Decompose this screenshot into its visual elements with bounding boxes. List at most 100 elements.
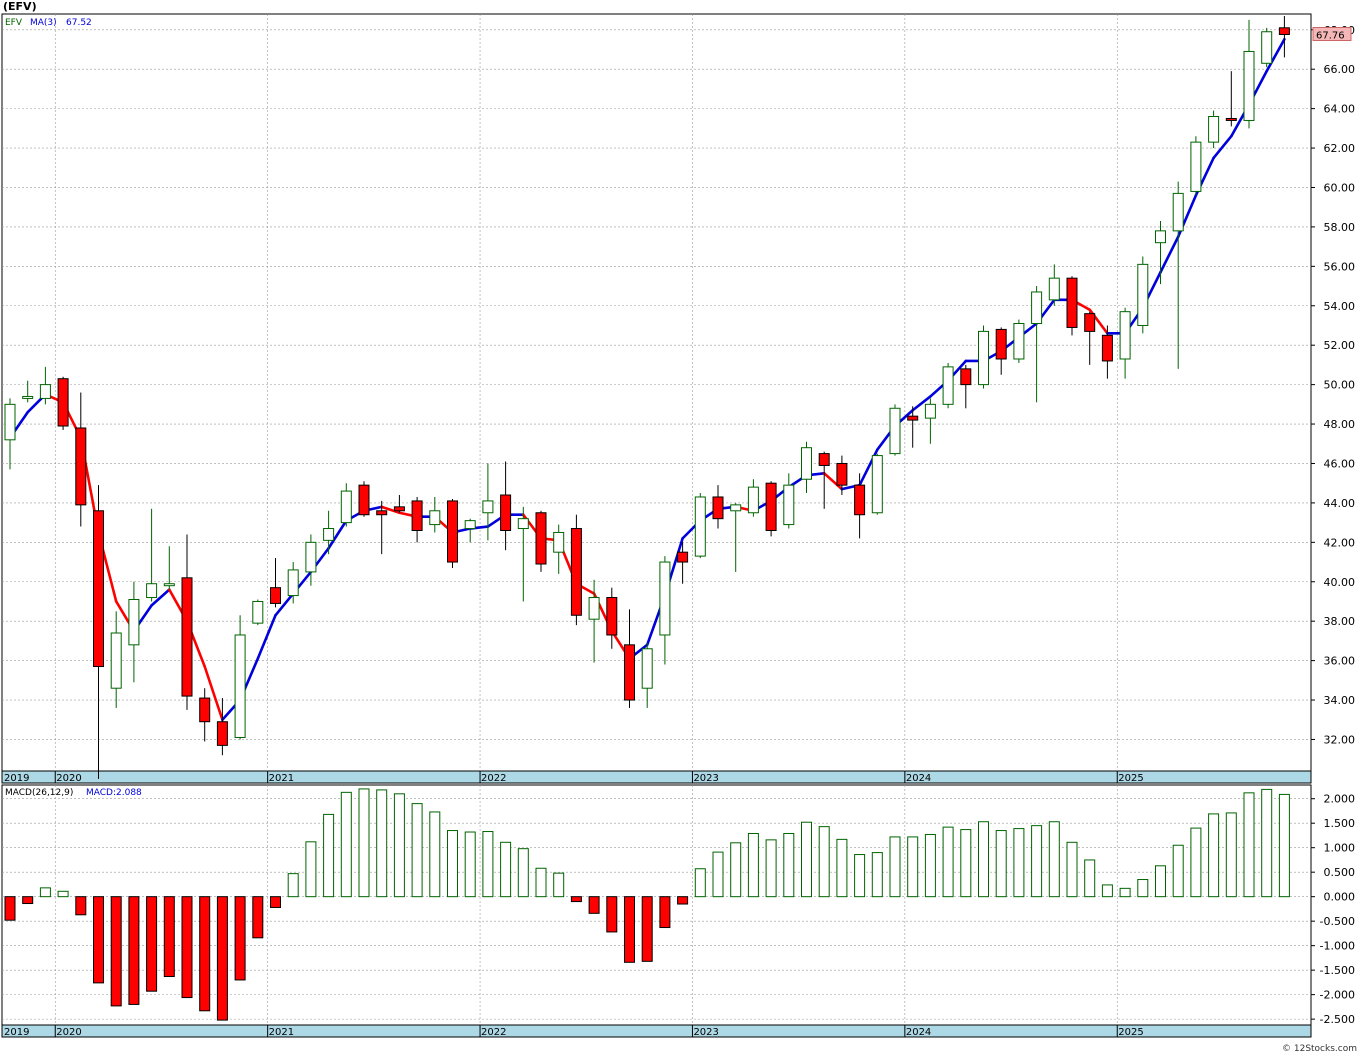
macd-bar — [146, 896, 158, 992]
macd-bar — [234, 896, 246, 981]
price-tick-label: 34.00 — [1324, 694, 1356, 707]
macd-bar — [323, 813, 335, 898]
macd-bar — [871, 852, 883, 898]
candle — [4, 398, 16, 470]
ma3-segment — [911, 395, 932, 412]
macd-bar — [677, 896, 689, 905]
candle — [376, 500, 388, 555]
ticker-title: (EFV) — [3, 0, 37, 13]
candle-body — [535, 512, 547, 565]
macd-label: MACD(26,12,9) — [5, 788, 73, 798]
price-tick-label: 48.00 — [1324, 418, 1356, 431]
candle — [181, 534, 193, 710]
macd-bar — [163, 896, 175, 978]
candle — [942, 362, 954, 409]
macd-bar — [978, 821, 989, 898]
candle — [889, 404, 901, 456]
macd-bars — [4, 788, 1290, 1021]
candle — [199, 688, 211, 742]
candle-body — [765, 482, 777, 531]
candle — [677, 542, 689, 584]
macd-bar — [801, 821, 812, 898]
candle — [447, 498, 458, 568]
candles — [4, 15, 1290, 779]
candle — [1013, 319, 1025, 363]
candle-body — [871, 455, 883, 514]
candle — [22, 380, 34, 403]
candle-body — [234, 634, 246, 738]
ma3-segment — [274, 592, 295, 617]
candle — [39, 366, 51, 405]
price-date-label: 2021 — [269, 773, 294, 784]
candle-body — [889, 407, 901, 455]
candle — [305, 534, 317, 586]
macd-bar — [252, 896, 264, 939]
price-tick-label: 58.00 — [1324, 221, 1356, 234]
macd-bar — [270, 896, 281, 908]
candle-body — [305, 541, 317, 573]
macd-bar — [924, 833, 936, 898]
macd-bar — [889, 836, 901, 898]
candle — [128, 581, 140, 683]
macd-bar — [836, 838, 848, 898]
candle — [836, 455, 848, 496]
candle — [146, 508, 158, 602]
candle — [995, 327, 1007, 375]
macd-bar — [93, 896, 104, 984]
macd-bar — [128, 896, 140, 1005]
candle — [1190, 136, 1202, 196]
candle-body — [517, 518, 529, 530]
candle — [323, 510, 335, 555]
price-date-axis-band — [1, 770, 1312, 784]
candle-body — [128, 598, 140, 646]
candle — [570, 514, 582, 626]
candle-body — [270, 587, 281, 604]
price-date-label: 2019 — [4, 773, 29, 784]
last-price-tag-text: 67.76 — [1316, 31, 1345, 42]
price-tick-label: 56.00 — [1324, 260, 1356, 273]
candle — [624, 609, 635, 708]
ma3-segment — [822, 472, 844, 491]
candle — [978, 325, 989, 389]
macd-bar — [216, 896, 228, 1021]
candle-body — [588, 597, 600, 620]
candle — [535, 510, 547, 572]
macd-bar — [1119, 887, 1131, 898]
macd-bar — [907, 836, 919, 898]
candle-body — [978, 330, 989, 386]
price-axis: 32.00 34.00 36.00 38.00 40.00 42.00 44.00 46.00… — [1311, 24, 1356, 746]
candle — [606, 587, 618, 649]
macd-bar — [1278, 793, 1290, 898]
candle — [252, 599, 264, 626]
price-tick-label: 66.00 — [1324, 63, 1356, 76]
candle-body — [1101, 334, 1113, 362]
macd-bar — [1190, 827, 1202, 898]
macd-axis: 2.000 1.500 1.000 0.500 0.000 -0.500 -1.000 -1.… — [1311, 793, 1355, 1026]
candle-body — [93, 510, 104, 668]
macd-bar — [730, 842, 742, 898]
candle — [358, 481, 370, 517]
macd-bar — [747, 832, 759, 898]
candle — [1172, 181, 1184, 369]
macd-tick-label: -2.500 — [1320, 1013, 1355, 1026]
candle-body — [39, 384, 51, 399]
macd-tick-label: -1.000 — [1320, 940, 1355, 953]
price-tick-label: 60.00 — [1324, 181, 1356, 194]
macd-bar — [340, 791, 352, 898]
macd-bar — [1243, 792, 1255, 898]
candle — [1278, 15, 1290, 58]
candle-body — [110, 632, 122, 689]
macd-bar — [535, 867, 547, 898]
candle-body — [659, 561, 671, 636]
ma3-segment — [150, 588, 171, 607]
price-date-label: 2022 — [481, 773, 506, 784]
macd-bar — [500, 841, 512, 898]
candle — [818, 451, 830, 509]
candle-body — [730, 504, 742, 512]
price-tick-label: 32.00 — [1324, 733, 1356, 746]
macd-bar — [712, 851, 724, 898]
candle — [1084, 311, 1096, 365]
macd-bar — [1013, 828, 1025, 898]
candle-body — [163, 583, 175, 587]
